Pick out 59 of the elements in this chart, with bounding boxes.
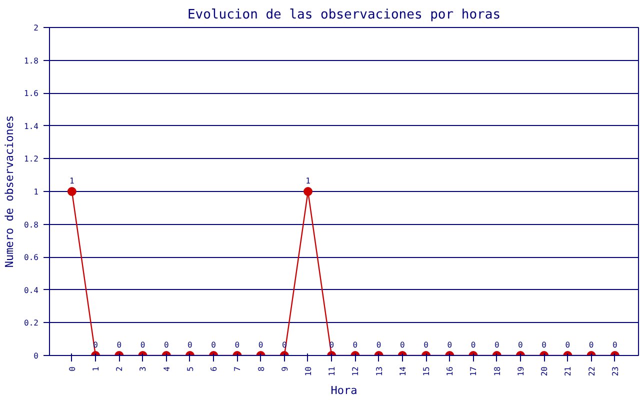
data-label: 0 <box>234 340 240 350</box>
data-label: 0 <box>494 340 500 350</box>
x-tick-label: 4 <box>162 366 172 372</box>
x-tick-label: 22 <box>587 366 596 376</box>
x-tick-label: 13 <box>374 366 384 376</box>
data-label: 0 <box>352 340 358 350</box>
data-label: 0 <box>588 340 594 350</box>
y-tick-label: 1.8 <box>24 56 39 66</box>
data-label: 0 <box>612 340 618 350</box>
x-tick-label: 11 <box>328 366 337 376</box>
x-tick-label: 15 <box>422 366 432 376</box>
y-tick-label: 1 <box>34 188 39 196</box>
data-label: 0 <box>542 340 547 350</box>
data-label: 0 <box>447 340 452 350</box>
y-tick-label: 0.8 <box>24 220 39 230</box>
y-tick-label: 0.4 <box>24 286 39 295</box>
x-tick-label: 6 <box>210 366 219 372</box>
y-tick-label: 0 <box>34 352 39 360</box>
chart-title: Evolucion de las observaciones por horas <box>187 8 501 22</box>
y-tick-label: 2 <box>34 24 39 32</box>
data-label: 0 <box>164 340 169 350</box>
x-tick-label: 5 <box>186 366 195 372</box>
x-tick-label: 21 <box>564 366 573 376</box>
y-tick-label: 0.2 <box>24 318 39 328</box>
x-tick-label: 3 <box>138 366 148 372</box>
x-tick-label: 17 <box>469 366 478 376</box>
data-label: 0 <box>140 340 146 350</box>
x-tick-label: 23 <box>610 366 620 376</box>
y-tick-label: 1.6 <box>24 89 39 98</box>
data-label: 0 <box>565 340 570 350</box>
data-label: 0 <box>424 340 429 350</box>
x-tick-label: 16 <box>446 366 455 376</box>
x-tick-label: 2 <box>115 366 124 372</box>
x-tick-label: 1 <box>92 366 101 372</box>
data-label: 0 <box>188 340 193 350</box>
x-axis-title: Hora <box>330 384 358 398</box>
data-label: 0 <box>400 340 406 350</box>
data-label: 0 <box>211 340 216 350</box>
y-tick-label: 1.2 <box>24 154 39 164</box>
x-tick-label: 14 <box>398 366 408 376</box>
data-label: 0 <box>518 340 524 350</box>
y-axis-title: Numero de observaciones <box>3 115 16 268</box>
y-tick-label: 0.6 <box>24 253 39 262</box>
data-label: 0 <box>116 340 122 350</box>
x-tick-label: 18 <box>492 366 502 376</box>
y-tick-label: 1.4 <box>24 122 39 131</box>
x-tick-label: 0 <box>68 366 77 372</box>
x-tick-label: 9 <box>280 366 290 372</box>
data-label: 0 <box>376 340 382 350</box>
x-tick-label: 20 <box>540 366 550 376</box>
data-label: 0 <box>470 340 476 350</box>
x-tick-label: 12 <box>351 366 360 376</box>
x-tick-label: 8 <box>256 366 266 372</box>
data-label: 1 <box>306 176 311 186</box>
x-tick-label: 7 <box>233 366 242 372</box>
data-label: 1 <box>70 176 75 186</box>
x-tick-label: 19 <box>516 366 526 376</box>
data-label: 0 <box>258 340 264 350</box>
x-tick-label: 10 <box>304 366 313 376</box>
